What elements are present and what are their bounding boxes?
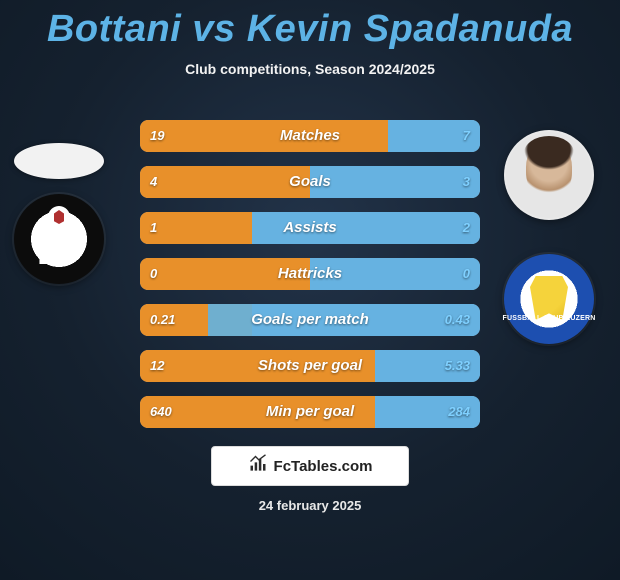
chart-icon [248, 454, 268, 478]
player-avatar-right [504, 130, 594, 220]
club-crest-right: FUSSBALL CLUB LUZERN [504, 254, 594, 344]
stat-label: Goals [140, 166, 480, 198]
player-avatar-left [14, 143, 104, 179]
snapshot-date: 24 february 2025 [0, 498, 620, 513]
stats-table: Matches197Goals43Assists12Hattricks00Goa… [140, 120, 480, 442]
page-title: Bottani vs Kevin Spadanuda [0, 8, 620, 51]
stat-value-left: 640 [150, 396, 172, 428]
stat-label: Matches [140, 120, 480, 152]
stat-label: Goals per match [140, 304, 480, 336]
stat-row: Assists1 2 [140, 212, 480, 244]
stat-label: Assists [140, 212, 480, 244]
brand-badge[interactable]: FcTables.com [211, 446, 409, 486]
stat-label: Shots per goal [140, 350, 480, 382]
stat-value-left: 19 [150, 120, 164, 152]
stat-value-left: 1 [150, 212, 157, 244]
stat-value-left: 0.21 [150, 304, 175, 336]
stat-value-left: 4 [150, 166, 157, 198]
stat-value-left: 12 [150, 350, 164, 382]
club-crest-left: LFC [14, 194, 104, 284]
club-crest-right-label: FUSSBALL CLUB LUZERN [502, 315, 596, 322]
stat-row: Matches19 7 [140, 120, 480, 152]
page-subtitle: Club competitions, Season 2024/2025 [0, 61, 620, 77]
stat-row: Hattricks0 0 [140, 258, 480, 290]
stat-value-right: 3 [463, 166, 470, 198]
stat-value-left: 0 [150, 258, 157, 290]
stat-value-right: 0.43 [445, 304, 470, 336]
stat-value-right: 284 [448, 396, 470, 428]
stat-value-right: 5.33 [445, 350, 470, 382]
stat-value-right: 2 [463, 212, 470, 244]
stat-row: Goals4 3 [140, 166, 480, 198]
stat-row: Goals per match0.21 0.43 [140, 304, 480, 336]
stat-value-right: 0 [463, 258, 470, 290]
stat-label: Min per goal [140, 396, 480, 428]
brand-text: FcTables.com [274, 458, 373, 475]
club-crest-left-mono: LFC [38, 244, 75, 270]
stat-row: Shots per goal12 5.33 [140, 350, 480, 382]
stat-label: Hattricks [140, 258, 480, 290]
stat-row: Min per goal640 284 [140, 396, 480, 428]
stat-value-right: 7 [463, 120, 470, 152]
comparison-card: Bottani vs Kevin Spadanuda Club competit… [0, 0, 620, 580]
